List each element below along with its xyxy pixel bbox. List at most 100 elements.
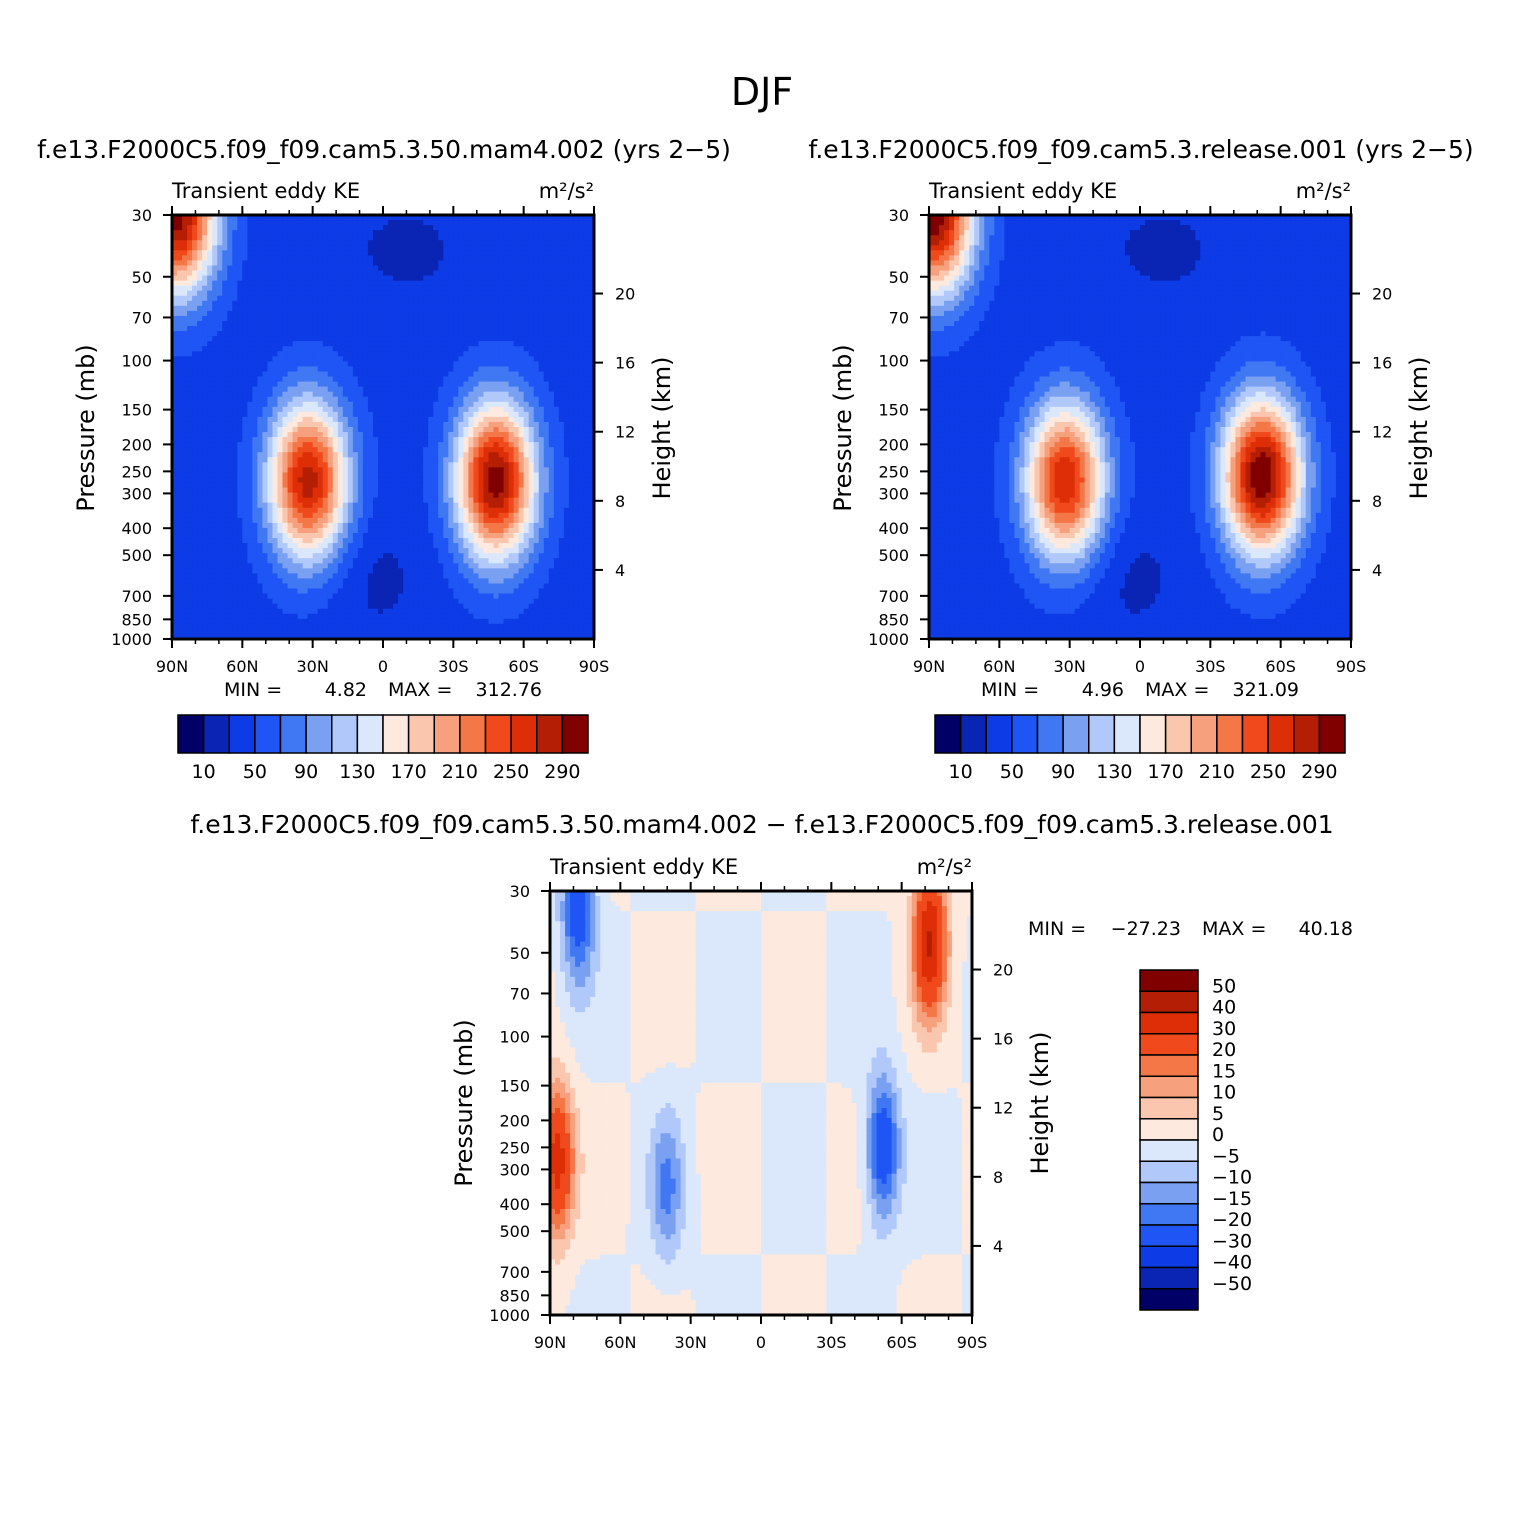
contour-cell: [549, 220, 555, 226]
contour-cell: [217, 276, 223, 282]
contour-cell: [187, 240, 193, 246]
contour-cell: [207, 240, 213, 246]
contour-cell: [468, 240, 474, 246]
contour-cell: [242, 235, 248, 241]
contour-cell: [383, 240, 389, 246]
contour-cell: [247, 230, 253, 236]
contour-cell: [428, 260, 434, 266]
contour-cell: [207, 235, 213, 241]
contour-cell: [267, 230, 273, 236]
contour-cell: [519, 245, 525, 251]
contour-cell: [288, 281, 294, 287]
contour-cell: [478, 250, 484, 256]
contour-cell: [283, 245, 289, 251]
contour-cell: [443, 220, 449, 226]
contour-cell: [237, 225, 243, 231]
contour-cell: [182, 250, 188, 256]
contour-cell: [519, 260, 525, 266]
contour-cell: [348, 225, 354, 231]
contour-cell: [408, 255, 414, 261]
contour-cell: [187, 235, 193, 241]
contour-cell: [247, 281, 253, 287]
contour-cell: [252, 276, 258, 282]
contour-cell: [348, 235, 354, 241]
contour-cell: [363, 255, 369, 261]
contour-cell: [448, 260, 454, 266]
contour-cell: [383, 225, 389, 231]
figure: DJF f.e13.F2000C5.f09_f09.cam5.3.50.mam4…: [0, 0, 1524, 1524]
contour-cell: [338, 245, 344, 251]
contour-cell: [549, 276, 555, 282]
contour-cell: [308, 265, 314, 271]
contour-cell: [448, 240, 454, 246]
contour-cell: [413, 240, 419, 246]
contour-cell: [539, 250, 545, 256]
contour-cell: [549, 250, 555, 256]
contour-cell: [473, 235, 479, 241]
contour-cell: [313, 255, 319, 261]
contour-cell: [519, 235, 525, 241]
contour-cell: [418, 265, 424, 271]
contour-cell: [298, 260, 304, 266]
contour-cell: [338, 230, 344, 236]
contour-cell: [443, 250, 449, 256]
contour-cell: [413, 276, 419, 282]
contour-cell: [247, 240, 253, 246]
contour-cell: [529, 220, 535, 226]
contour-cell: [388, 260, 394, 266]
contour-cell: [519, 271, 525, 277]
contour-cell: [237, 271, 243, 277]
contour-cell: [283, 260, 289, 266]
contour-cell: [428, 240, 434, 246]
contour-cell: [458, 225, 464, 231]
contour-cell: [514, 245, 520, 251]
contour-cell: [242, 245, 248, 251]
contour-cell: [378, 271, 384, 277]
contour-cell: [519, 276, 525, 282]
contour-cell: [383, 235, 389, 241]
contour-cell: [453, 225, 459, 231]
contour-cell: [278, 276, 284, 282]
contour-cell: [443, 230, 449, 236]
contour-cell: [318, 250, 324, 256]
contour-cell: [278, 245, 284, 251]
contour-cell: [272, 235, 278, 241]
contour-cell: [303, 271, 309, 277]
contour-cell: [534, 260, 540, 266]
contour-cell: [217, 250, 223, 256]
contour-cell: [232, 240, 238, 246]
contour-cell: [514, 240, 520, 246]
contour-cell: [262, 255, 268, 261]
contour-cell: [524, 255, 530, 261]
contour-cell: [453, 265, 459, 271]
contour-cell: [559, 235, 565, 241]
contour-cell: [267, 265, 273, 271]
contour-cell: [323, 276, 329, 282]
contour-cell: [584, 220, 590, 226]
contour-cell: [267, 245, 273, 251]
contour-cell: [197, 245, 203, 251]
contour-cell: [197, 260, 203, 266]
contour-cell: [443, 276, 449, 282]
contour-cell: [403, 255, 409, 261]
contour-cell: [222, 271, 228, 277]
contour-cell: [353, 235, 359, 241]
contour-cell: [298, 225, 304, 231]
contour-cell: [453, 250, 459, 256]
contour-cell: [468, 265, 474, 271]
contour-cell: [237, 265, 243, 271]
contour-cell: [433, 265, 439, 271]
contour-cell: [318, 245, 324, 251]
contour-cell: [378, 230, 384, 236]
contour-cell: [534, 235, 540, 241]
contour-cell: [478, 225, 484, 231]
contour-cell: [278, 260, 284, 266]
contour-cell: [177, 250, 183, 256]
contour-cell: [569, 250, 575, 256]
contour-cell: [343, 250, 349, 256]
contour-cell: [222, 276, 228, 282]
contour-cell: [197, 265, 203, 271]
contour-cell: [388, 276, 394, 282]
contour-cell: [177, 220, 183, 226]
contour-cell: [252, 250, 258, 256]
